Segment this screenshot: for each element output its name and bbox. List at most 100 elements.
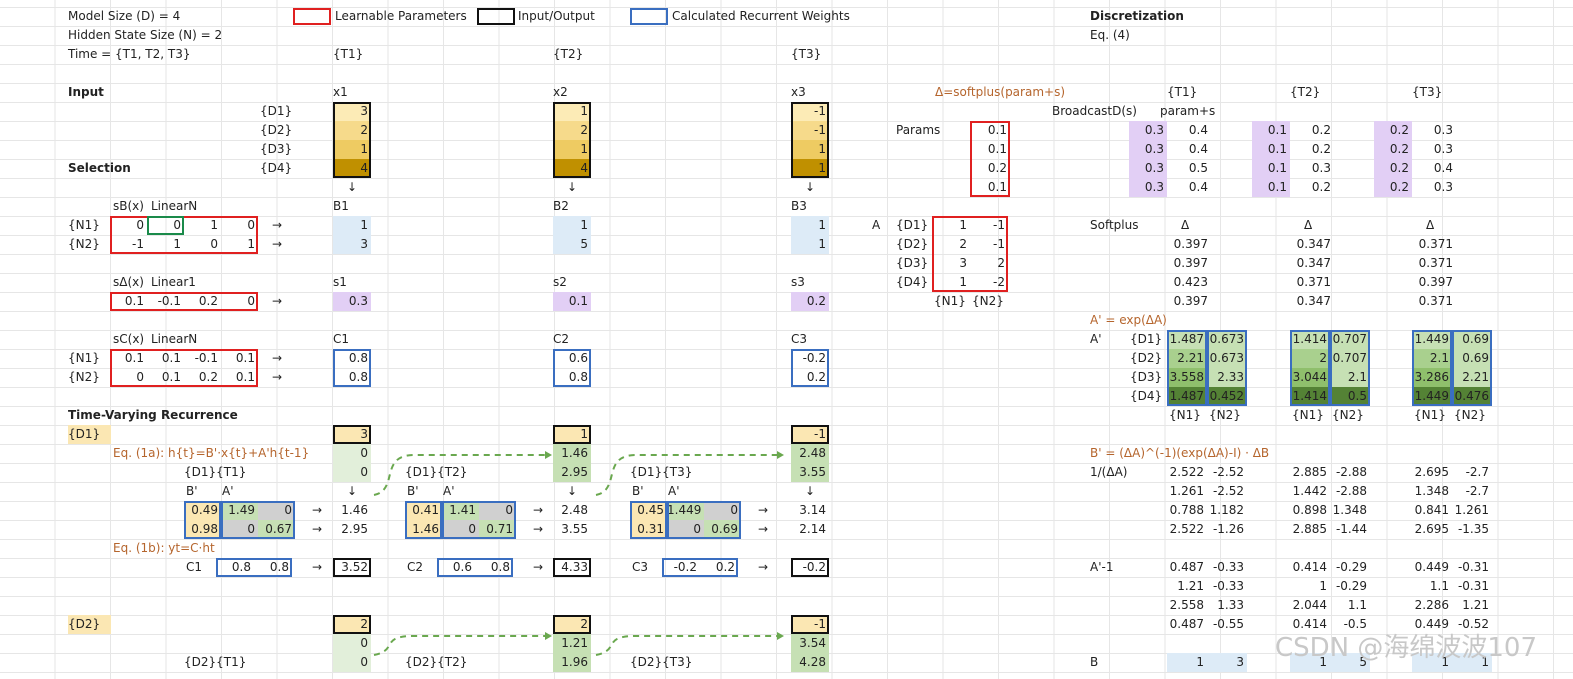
h-cell[interactable]: 2.95 xyxy=(341,522,368,536)
broadcast-cell[interactable]: 0.3 xyxy=(1129,178,1167,197)
inv-cell[interactable]: -2.7 xyxy=(1465,484,1489,498)
C-row-cell[interactable]: 0.8 xyxy=(269,560,289,574)
input-cell[interactable]: -1 xyxy=(791,121,829,140)
Ap-cell[interactable]: 0 xyxy=(442,520,479,539)
ap-cell[interactable]: 1.449 xyxy=(1412,330,1452,349)
ap-cell[interactable]: 0.452 xyxy=(1207,387,1247,406)
broadcast-cell[interactable]: 0.2 xyxy=(1374,159,1412,178)
broadcast-cell[interactable]: 0.1 xyxy=(1252,121,1290,140)
inv-cell[interactable]: -2.7 xyxy=(1465,465,1489,479)
input-cell[interactable]: 1 xyxy=(333,140,371,159)
broadcast-cell[interactable]: 0.3 xyxy=(1129,140,1167,159)
inv-cell[interactable]: 0.898 xyxy=(1292,503,1327,517)
ap-cell[interactable]: 2 xyxy=(1290,349,1330,368)
broadcast-cell[interactable]: 0.3 xyxy=(1129,159,1167,178)
sDelta-weight-cell[interactable]: -0.1 xyxy=(157,294,181,308)
input-cell[interactable]: 3 xyxy=(333,102,371,121)
sB-weight-cell[interactable]: 0 xyxy=(247,218,255,232)
input-cell[interactable]: 1 xyxy=(791,140,829,159)
param-s-cell[interactable]: 0.4 xyxy=(1433,161,1453,175)
delta-cell[interactable]: 0.371 xyxy=(1418,256,1453,270)
B-cell[interactable]: 1 xyxy=(553,216,591,235)
y-cell[interactable]: 4.33 xyxy=(561,560,588,574)
input-cell[interactable]: 1 xyxy=(553,102,591,121)
inv-cell[interactable]: -2.52 xyxy=(1212,465,1244,479)
param-s-cell[interactable]: 0.2 xyxy=(1311,180,1331,194)
x-cell[interactable]: 2 xyxy=(553,615,591,634)
C-cell[interactable]: 0.8 xyxy=(348,370,368,384)
b-cell[interactable]: 1 xyxy=(1167,653,1207,672)
sB-weight-cell[interactable]: 0 xyxy=(173,218,181,232)
am1-cell[interactable]: -0.31 xyxy=(1457,579,1489,593)
sDelta-weight-cell[interactable]: 0 xyxy=(247,294,255,308)
delta-cell[interactable]: 0.371 xyxy=(1296,275,1331,289)
h-cell[interactable]: 2.14 xyxy=(799,522,826,536)
ap-cell[interactable]: 0.69 xyxy=(1452,349,1492,368)
ap-cell[interactable]: 2.21 xyxy=(1452,368,1492,387)
broadcast-cell[interactable]: 0.1 xyxy=(1252,178,1290,197)
C-cell[interactable]: -0.2 xyxy=(802,351,826,365)
ap-cell[interactable]: 2.33 xyxy=(1207,368,1247,387)
param-s-cell[interactable]: 0.3 xyxy=(1311,161,1331,175)
input-cell[interactable]: -1 xyxy=(791,102,829,121)
Bp-cell[interactable]: 1.46 xyxy=(405,520,442,539)
param-s-cell[interactable]: 0.5 xyxy=(1188,161,1208,175)
ap-cell[interactable]: 3.044 xyxy=(1290,368,1330,387)
param-s-cell[interactable]: 0.4 xyxy=(1188,123,1208,137)
am1-cell[interactable]: 0.487 xyxy=(1169,617,1204,631)
x-cell[interactable]: 1 xyxy=(553,425,591,444)
sC-weight-cell[interactable]: 0.2 xyxy=(198,370,218,384)
A-cell[interactable]: 2 xyxy=(959,237,967,251)
ap-cell[interactable]: 1.487 xyxy=(1167,330,1207,349)
am1-cell[interactable]: 2.286 xyxy=(1414,598,1449,612)
sC-weight-cell[interactable]: 0.1 xyxy=(235,370,255,384)
input-cell[interactable]: 4 xyxy=(553,159,591,178)
C-row-cell[interactable]: 0.8 xyxy=(490,560,510,574)
param-s-cell[interactable]: 0.3 xyxy=(1433,123,1453,137)
param-s-cell[interactable]: 0.2 xyxy=(1311,142,1331,156)
Ap-cell[interactable]: 1.49 xyxy=(221,501,258,520)
inv-cell[interactable]: 2.885 xyxy=(1292,465,1327,479)
am1-cell[interactable]: 0.449 xyxy=(1414,617,1449,631)
am1-cell[interactable]: 0.487 xyxy=(1169,560,1204,574)
inv-cell[interactable]: 1.182 xyxy=(1209,503,1244,517)
h-prev-cell[interactable]: 0 xyxy=(333,463,371,482)
A-cell[interactable]: 1 xyxy=(959,275,967,289)
Ap-cell[interactable]: 0 xyxy=(221,520,258,539)
input-cell[interactable]: 1 xyxy=(553,140,591,159)
delta-cell[interactable]: 0.347 xyxy=(1296,237,1331,251)
param-cell[interactable]: 0.1 xyxy=(987,123,1007,137)
A-cell[interactable]: -1 xyxy=(993,237,1005,251)
delta-cell[interactable]: 0.397 xyxy=(1418,275,1453,289)
Ap-cell[interactable]: 0 xyxy=(258,501,295,520)
Bp-cell[interactable]: 0.98 xyxy=(184,520,221,539)
am1-cell[interactable]: 1 xyxy=(1319,579,1327,593)
delta-cell[interactable]: 0.397 xyxy=(1173,294,1208,308)
Ap-cell[interactable]: 0 xyxy=(704,501,741,520)
inv-cell[interactable]: 0.788 xyxy=(1169,503,1204,517)
broadcast-cell[interactable]: 0.2 xyxy=(1374,121,1412,140)
A-cell[interactable]: 3 xyxy=(959,256,967,270)
param-cell[interactable]: 0.1 xyxy=(987,180,1007,194)
h-prev-cell[interactable]: 0 xyxy=(333,444,371,463)
delta-cell[interactable]: 0.423 xyxy=(1173,275,1208,289)
ap-cell[interactable]: 2.1 xyxy=(1412,349,1452,368)
broadcast-cell[interactable]: 0.1 xyxy=(1252,140,1290,159)
am1-cell[interactable]: 1.21 xyxy=(1462,598,1489,612)
am1-cell[interactable]: 2.044 xyxy=(1292,598,1327,612)
Ap-cell[interactable]: 0.71 xyxy=(479,520,516,539)
B-cell[interactable]: 3 xyxy=(333,235,371,254)
delta-cell[interactable]: 0.347 xyxy=(1296,256,1331,270)
sB-weight-cell[interactable]: 1 xyxy=(247,237,255,251)
am1-cell[interactable]: 2.558 xyxy=(1169,598,1204,612)
x-cell[interactable]: -1 xyxy=(791,615,829,634)
sB-weight-cell[interactable]: -1 xyxy=(132,237,144,251)
B-cell[interactable]: 5 xyxy=(553,235,591,254)
ap-cell[interactable]: 0.476 xyxy=(1452,387,1492,406)
ap-cell[interactable]: 1.414 xyxy=(1290,387,1330,406)
am1-cell[interactable]: -0.5 xyxy=(1343,617,1367,631)
dim-d1-label[interactable]: {D1} xyxy=(68,425,111,444)
sC-weight-cell[interactable]: 0.1 xyxy=(235,351,255,365)
delta-cell[interactable]: 0.397 xyxy=(1173,237,1208,251)
broadcast-cell[interactable]: 0.2 xyxy=(1374,178,1412,197)
